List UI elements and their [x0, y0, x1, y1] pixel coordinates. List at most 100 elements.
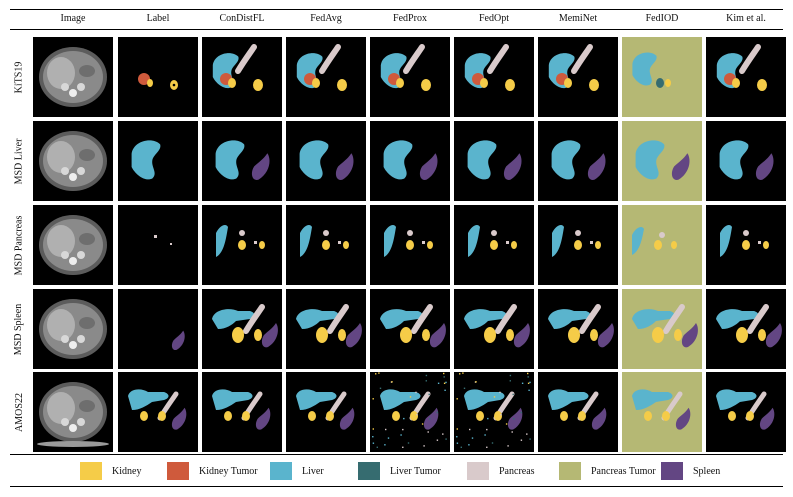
segmentation-map — [296, 44, 347, 91]
legend-item: Kidney — [80, 461, 141, 481]
segmentation-map — [215, 140, 270, 180]
segmentation-map — [548, 44, 599, 91]
legend-swatch — [559, 462, 581, 480]
cell-condistfl — [202, 205, 282, 285]
cell-image — [33, 205, 113, 285]
segmentation-map — [39, 131, 107, 191]
legend-item: Kidney Tumor — [167, 461, 258, 481]
segmentation-map — [467, 140, 522, 180]
segmentation-map — [380, 44, 431, 91]
cell-fedopt — [454, 37, 534, 117]
segmentation-map — [216, 225, 265, 257]
legend-item: Liver — [270, 461, 324, 481]
cell-fedavg — [286, 121, 366, 201]
cell-label — [118, 121, 198, 201]
legend-label: Spleen — [693, 465, 721, 477]
legend-swatch — [270, 462, 292, 480]
legend-label: Kidney — [112, 465, 142, 477]
segmentation-map — [548, 304, 614, 348]
legend-item: Liver Tumor — [358, 461, 441, 481]
segmentation-map — [468, 225, 517, 257]
cell-label — [118, 289, 198, 369]
cell-fediod — [622, 372, 702, 452]
cell-fediod — [622, 205, 702, 285]
segmentation-map — [716, 389, 775, 430]
cell-image — [33, 289, 113, 369]
segmentation-map — [138, 73, 178, 90]
segmentation-map — [39, 215, 107, 275]
cell-kim — [706, 37, 786, 117]
cell-condistfl — [202, 121, 282, 201]
legend: Kidney Kidney Tumor Liver Liver Tumor Pancre… — [0, 461, 793, 481]
legend-label: Pancreas — [499, 465, 535, 477]
segmentation-map — [154, 235, 172, 245]
cell-image — [33, 37, 113, 117]
segmentation-map — [622, 121, 702, 201]
segmentation-map — [716, 304, 782, 348]
cell-fedprox — [370, 205, 450, 285]
cell-meminet — [538, 37, 618, 117]
segmentation-map — [464, 304, 530, 348]
segmentation-map — [719, 140, 774, 180]
segmentation-map — [622, 372, 702, 452]
segmentation-map — [171, 330, 185, 351]
legend-label: Liver Tumor — [390, 465, 441, 477]
cell-fedprox — [370, 37, 450, 117]
segmentation-map — [622, 205, 702, 285]
segmentation-map — [212, 304, 278, 348]
cell-fedavg — [286, 205, 366, 285]
cell-fedopt — [454, 205, 534, 285]
cell-label — [118, 205, 198, 285]
cell-image — [33, 121, 113, 201]
segmentation-map — [548, 389, 607, 430]
column-header: FedIOD — [645, 13, 679, 24]
segmentation-map — [296, 304, 362, 348]
cell-kim — [706, 121, 786, 201]
legend-swatch — [358, 462, 380, 480]
legend-rule — [10, 486, 783, 488]
segmentation-map — [456, 372, 531, 448]
cell-fedavg — [286, 289, 366, 369]
row-label: AMOS22 — [13, 392, 25, 432]
column-header: Image — [60, 13, 86, 24]
cell-image — [33, 372, 113, 452]
segmentation-map — [212, 44, 263, 91]
segmentation-map — [372, 372, 447, 448]
top-rule — [10, 9, 783, 11]
legend-swatch — [661, 462, 683, 480]
segmentation-map — [380, 304, 446, 348]
cell-meminet — [538, 121, 618, 201]
cell-kim — [706, 372, 786, 452]
segmentation-map — [212, 389, 271, 430]
column-header: Label — [146, 13, 170, 24]
cell-condistfl — [202, 37, 282, 117]
column-header: ConDistFL — [219, 13, 265, 24]
cell-fedopt — [454, 289, 534, 369]
cell-condistfl — [202, 289, 282, 369]
legend-label: Pancreas Tumor — [591, 465, 656, 477]
segmentation-map — [39, 299, 107, 359]
cell-meminet — [538, 372, 618, 452]
cell-label — [118, 37, 198, 117]
segmentation-map — [720, 225, 769, 257]
row-label: MSD Pancreas — [13, 215, 25, 275]
column-header: FedAvg — [310, 13, 342, 24]
segmentation-map — [131, 140, 161, 180]
segmentation-map — [716, 44, 767, 91]
segmentation-map — [622, 37, 702, 117]
header-rule — [10, 29, 783, 30]
legend-label: Kidney Tumor — [199, 465, 258, 477]
cell-meminet — [538, 289, 618, 369]
segmentation-map — [383, 140, 438, 180]
segmentation-map — [296, 389, 355, 430]
legend-item: Pancreas — [467, 461, 535, 481]
cell-fediod — [622, 121, 702, 201]
cell-fedavg — [286, 37, 366, 117]
segmentation-map — [464, 44, 515, 91]
segmentation-map — [552, 225, 601, 257]
cell-label — [118, 372, 198, 452]
column-header: Kim et al. — [726, 13, 766, 24]
cell-fedprox — [370, 121, 450, 201]
row-label: KiTS19 — [13, 61, 25, 93]
legend-item: Spleen — [661, 461, 720, 481]
